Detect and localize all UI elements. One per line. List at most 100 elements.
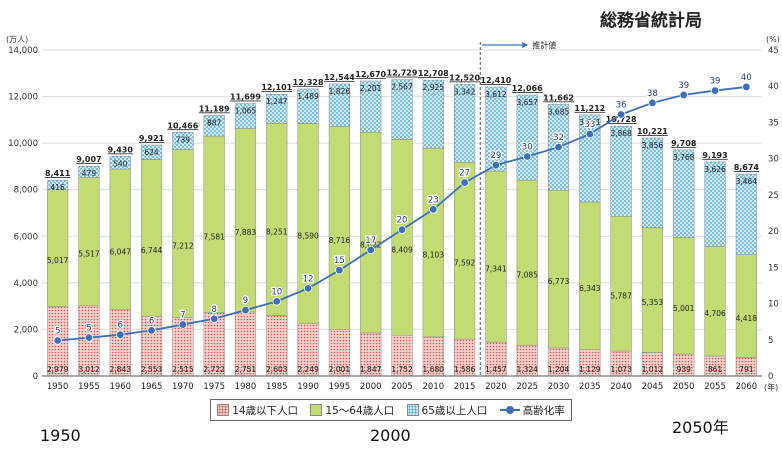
bar-over65 <box>172 132 194 150</box>
label-working: 5,517 <box>78 250 100 259</box>
aging-rate-point <box>523 152 532 161</box>
x-tick-label: 2050 <box>673 382 695 392</box>
bar-over65 <box>673 149 695 238</box>
y2-unit-label: (%) <box>766 35 780 44</box>
total-label: 10,466 <box>167 121 198 130</box>
bar-over65 <box>485 86 507 172</box>
x-tick-label: 1985 <box>266 382 288 392</box>
bar-over65 <box>234 103 257 129</box>
y-tick-label: 8,000 <box>14 186 38 196</box>
bar-working <box>172 149 194 318</box>
label-working: 8,590 <box>297 232 319 241</box>
bar-over65 <box>516 94 538 181</box>
label-working: 7,085 <box>516 271 538 280</box>
aging-rate-label: 23 <box>428 195 439 205</box>
label-working: 7,592 <box>454 259 476 268</box>
y-tick-label: 6,000 <box>14 232 38 242</box>
bar-over65 <box>47 179 69 191</box>
y-tick-label: 4,000 <box>14 279 38 289</box>
label-working: 7,341 <box>485 265 507 274</box>
y2-tick-label: 45 <box>768 46 779 56</box>
bar-over65 <box>297 88 319 124</box>
total-label: 12,544 <box>324 73 355 82</box>
bar-over65 <box>454 84 476 163</box>
aging-rate-point <box>585 129 595 139</box>
label-over65: 2,567 <box>391 83 413 92</box>
x-tick-label: 1970 <box>172 382 194 392</box>
aging-rate-label: 15 <box>334 256 345 266</box>
bar-over65 <box>422 79 444 149</box>
aging-rate-point <box>116 330 125 339</box>
x-tick-label: 2010 <box>422 382 444 392</box>
label-working: 5,353 <box>642 298 664 307</box>
label-under14: 1,680 <box>423 365 445 374</box>
aging-rate-label: 39 <box>678 81 689 91</box>
aging-rate-point <box>742 82 751 92</box>
legend-item-over65: 65歳以上人口 <box>406 403 487 418</box>
label-under14: 2,001 <box>329 365 351 374</box>
aging-rate-label: 36 <box>616 100 627 110</box>
x-tick-label: 1950 <box>47 382 69 392</box>
y-tick-label: 10,000 <box>8 139 38 149</box>
total-label: 9,430 <box>108 145 134 154</box>
label-under14: 1,586 <box>454 365 476 374</box>
label-under14: 1,847 <box>360 365 382 374</box>
x-tick-label: 2020 <box>485 382 507 392</box>
aging-rate-label: 5 <box>55 327 60 337</box>
aging-rate-label: 29 <box>490 151 501 161</box>
label-under14: 1,073 <box>610 365 632 374</box>
aging-rate-point <box>460 178 469 187</box>
x-tick-label: 2000 <box>360 382 382 392</box>
bar-over65 <box>140 144 163 160</box>
y2-tick-label: 35 <box>768 118 779 128</box>
total-label: 12,729 <box>387 69 418 78</box>
aging-rate-label: 7 <box>180 311 185 321</box>
bar-over65 <box>641 137 664 229</box>
bar-over65 <box>203 115 225 137</box>
aging-rate-label: 8 <box>211 305 216 315</box>
aging-rate-label: 30 <box>522 142 533 152</box>
label-under14: 791 <box>739 365 754 374</box>
label-over65: 3,626 <box>704 165 726 174</box>
y-unit-label: (万人) <box>6 35 28 44</box>
label-over65: 1,247 <box>266 97 288 106</box>
aging-rate-point <box>335 266 344 275</box>
y2-tick-label: 10 <box>768 300 779 310</box>
total-label: 12,066 <box>512 84 543 93</box>
y2-tick-label: 25 <box>768 191 779 201</box>
legend-label-aging: 高齢化率 <box>522 404 565 417</box>
bar-working <box>704 246 726 357</box>
aging-rate-point <box>241 305 250 315</box>
label-under14: 861 <box>708 365 723 374</box>
label-working: 8,409 <box>391 245 413 254</box>
x-tick-label: 1955 <box>78 382 100 392</box>
bar-over65 <box>328 83 350 127</box>
x-tick-label: 2025 <box>516 382 538 392</box>
label-under14: 2,843 <box>110 365 132 374</box>
total-label: 12,328 <box>293 78 324 87</box>
total-label: 11,662 <box>543 93 574 102</box>
label-over65: 2,201 <box>360 84 382 93</box>
total-label: 8,674 <box>734 163 760 172</box>
aging-rate-point <box>710 86 720 95</box>
bar-working <box>610 216 632 352</box>
y-tick-label: 12,000 <box>8 93 38 103</box>
total-label: 12,520 <box>449 73 480 82</box>
x-tick-label: 1990 <box>297 382 319 392</box>
label-under14: 3,012 <box>78 365 100 374</box>
aging-rate-label: 6 <box>118 321 123 331</box>
x-tick-label: 1980 <box>235 382 257 392</box>
x-tick-label: 2055 <box>704 382 726 392</box>
bar-over65 <box>610 125 632 217</box>
y2-tick-label: 0 <box>768 372 773 382</box>
bar-working <box>485 170 507 343</box>
bar-working <box>391 139 413 336</box>
label-working: 7,883 <box>235 228 257 237</box>
total-label: 9,007 <box>76 155 101 164</box>
x-tick-label: 2045 <box>642 382 664 392</box>
aging-rate-point <box>303 284 313 293</box>
bottom-label-2050: 2050年 <box>672 418 729 437</box>
total-label: 11,212 <box>574 104 605 113</box>
label-over65: 1,065 <box>235 107 257 116</box>
bar-working <box>328 126 350 330</box>
